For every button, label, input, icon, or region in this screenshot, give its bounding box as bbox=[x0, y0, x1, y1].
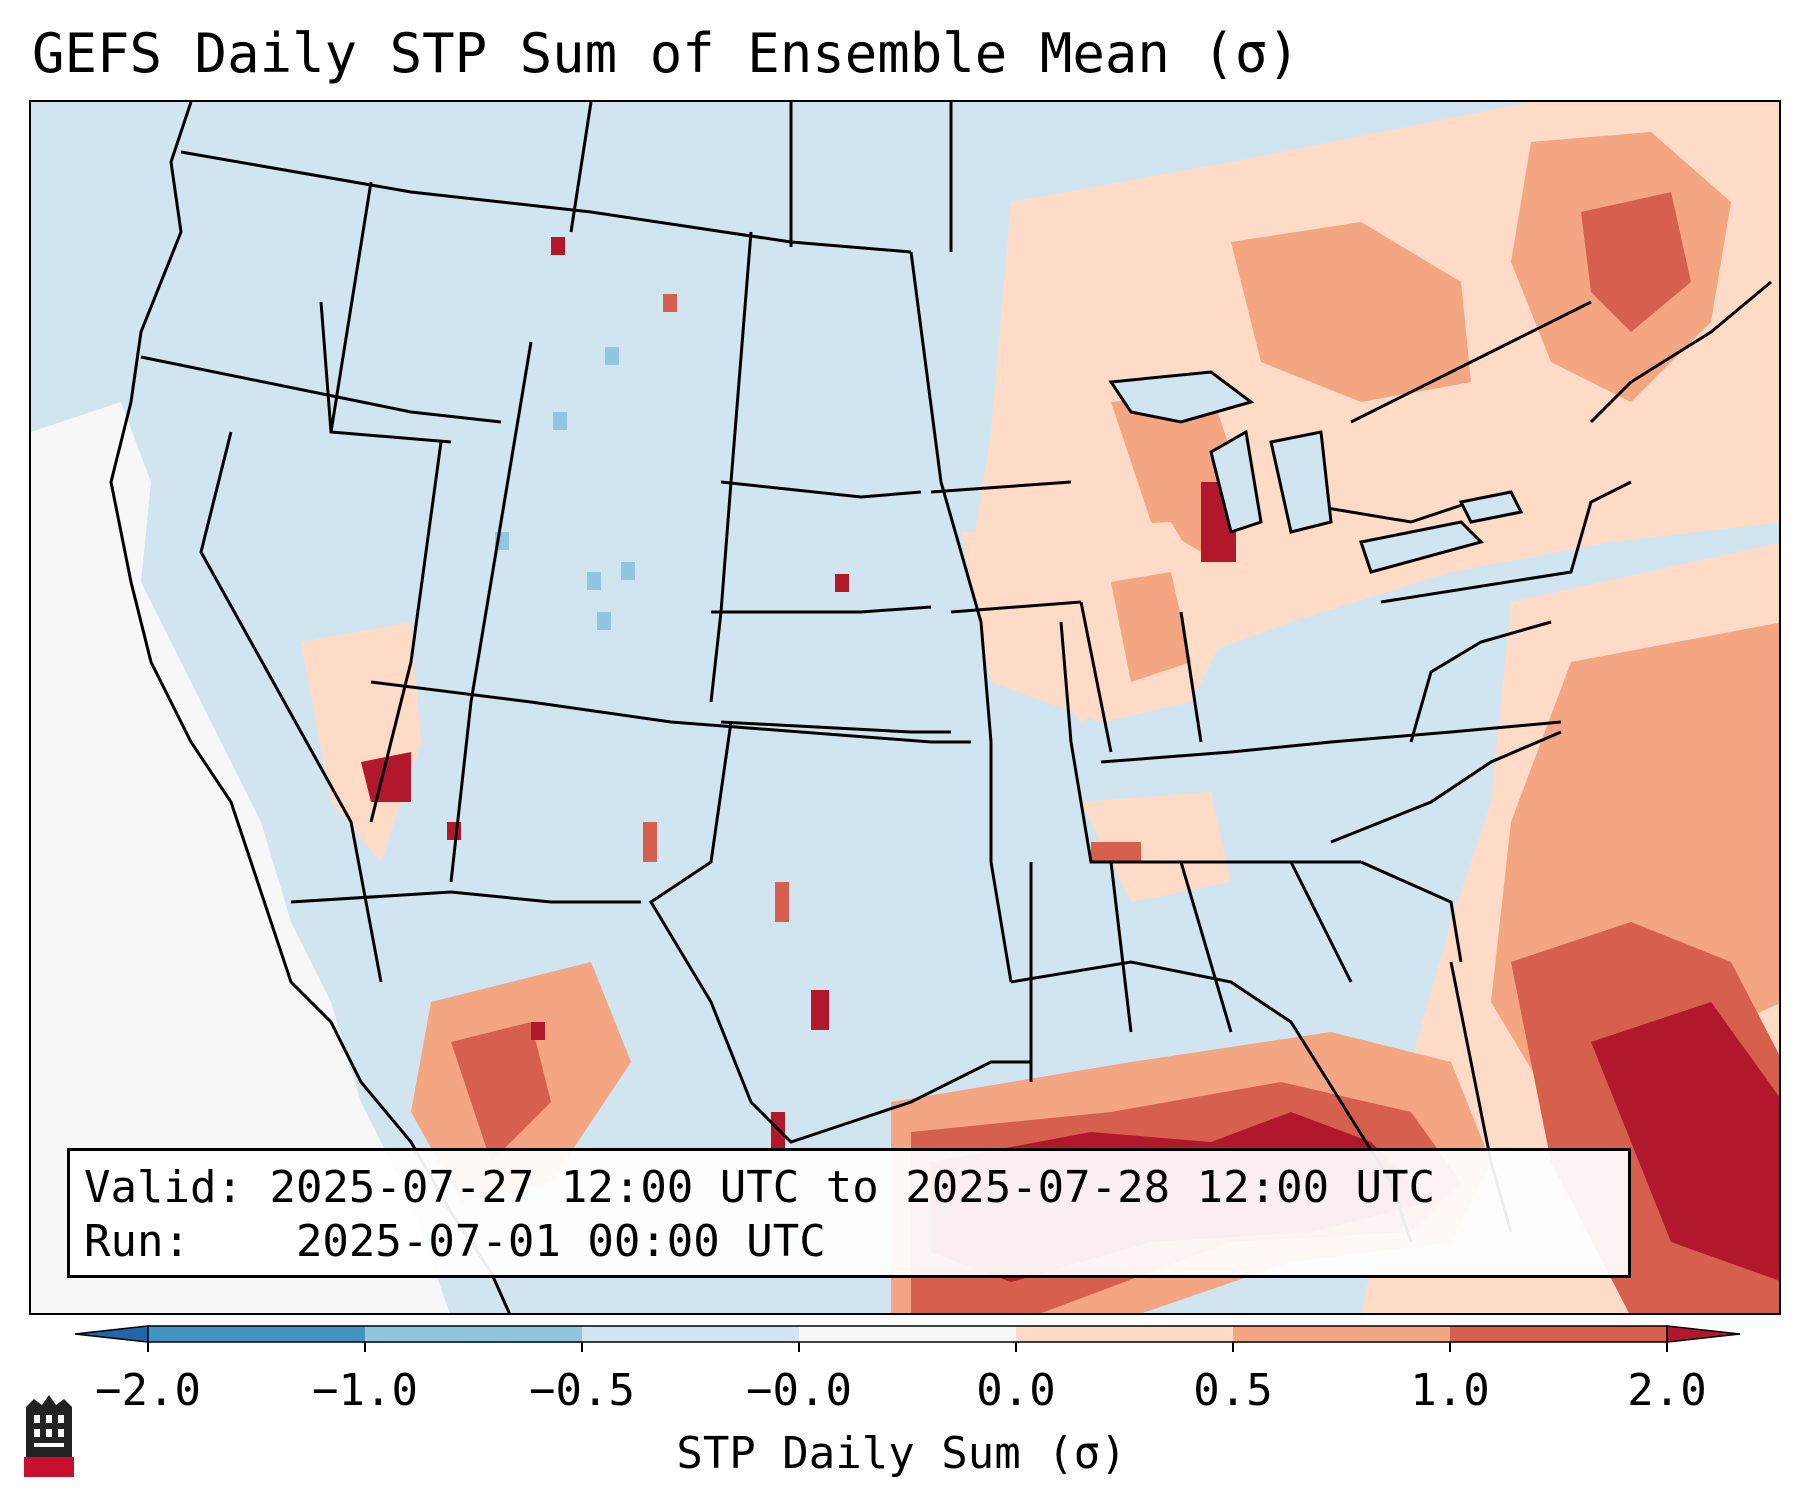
colorbar-outline bbox=[147, 1325, 1668, 1343]
colorbar-tick-label: −0.5 bbox=[529, 1365, 635, 1416]
map-svg bbox=[31, 102, 1779, 1313]
colorbar-tick-label: 2.0 bbox=[1627, 1365, 1707, 1416]
scattered-grid-cells bbox=[447, 237, 849, 1148]
pacific-neutral-area bbox=[31, 402, 450, 1313]
boundary-lines bbox=[109, 102, 1772, 1313]
valid-label: Valid: bbox=[84, 1162, 243, 1213]
great-lakes bbox=[1108, 370, 1524, 574]
chart-title: GEFS Daily STP Sum of Ensemble Mean (σ) bbox=[32, 22, 1300, 85]
colorbar-bin-6 bbox=[1233, 1326, 1450, 1342]
warm-anomaly-fields bbox=[301, 102, 1779, 1313]
colorbar-ticks bbox=[147, 1342, 1668, 1352]
valid-value: 2025-07-27 12:00 UTC to 2025-07-28 12:00… bbox=[269, 1162, 1436, 1213]
info-box: Valid: 2025-07-27 12:00 UTC to 2025-07-2… bbox=[67, 1148, 1631, 1278]
colorbar-tick-label: 0.5 bbox=[1193, 1365, 1273, 1416]
colorbar-bin-3 bbox=[582, 1326, 799, 1342]
colorbar-tick-label: −1.0 bbox=[312, 1365, 418, 1416]
niu-logo-icon bbox=[24, 1395, 74, 1477]
colorbar-tick-label: 0.0 bbox=[976, 1365, 1056, 1416]
run-label: Run: bbox=[84, 1216, 190, 1267]
colorbar-bin-5 bbox=[1016, 1326, 1233, 1342]
valid-row: Valid: 2025-07-27 12:00 UTC to 2025-07-2… bbox=[84, 1161, 1614, 1215]
colorbar-bin-7 bbox=[1450, 1326, 1667, 1342]
map-panel bbox=[29, 100, 1781, 1315]
colorbar-bin-1 bbox=[148, 1326, 365, 1342]
colorbar-extend-low bbox=[74, 1325, 149, 1343]
run-value: 2025-07-01 00:00 UTC bbox=[295, 1216, 826, 1267]
colorbar-label: STP Daily Sum (σ) bbox=[676, 1428, 1127, 1479]
colorbar-tick-label: −0.0 bbox=[746, 1365, 852, 1416]
colorbar bbox=[74, 1325, 1741, 1352]
colorbar-bin-4 bbox=[799, 1326, 1016, 1342]
colorbar-bin-2 bbox=[365, 1326, 582, 1342]
run-row: Run: 2025-07-01 00:00 UTC bbox=[84, 1215, 1614, 1269]
colorbar-tick-label: −2.0 bbox=[95, 1365, 201, 1416]
colorbar-tick-label: 1.0 bbox=[1410, 1365, 1490, 1416]
colorbar-extend-high bbox=[1666, 1325, 1741, 1343]
